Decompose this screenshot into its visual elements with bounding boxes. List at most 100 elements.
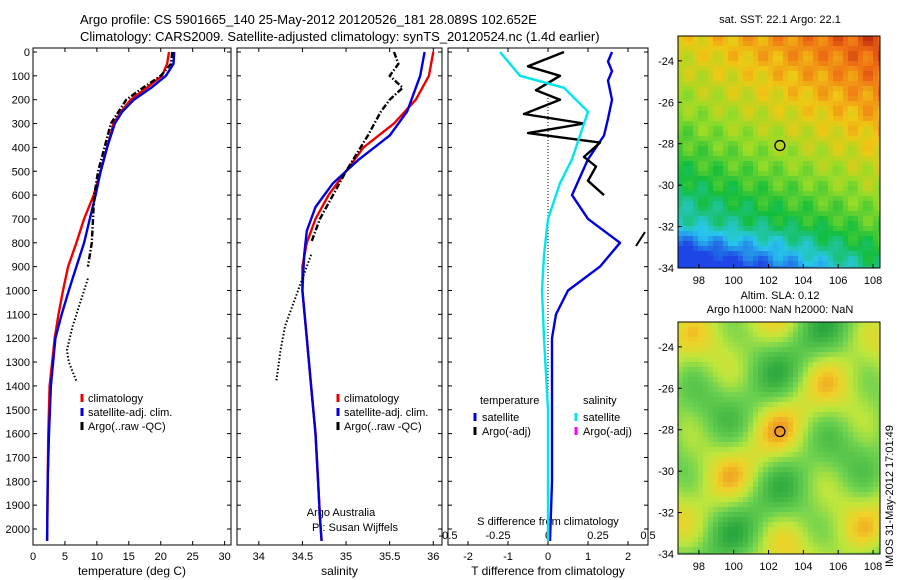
sla-cell bbox=[858, 407, 863, 412]
sla-cell bbox=[738, 507, 743, 512]
sla-cell bbox=[788, 547, 793, 552]
sst-cell bbox=[743, 176, 748, 181]
sla-cell bbox=[688, 342, 693, 347]
sst-cell bbox=[793, 206, 798, 211]
sst-cell bbox=[743, 231, 748, 236]
sst-cell bbox=[683, 146, 688, 151]
sst-cell bbox=[848, 146, 853, 151]
sla-cell bbox=[738, 407, 743, 412]
sst-cell bbox=[788, 186, 793, 191]
sla-cell bbox=[688, 327, 693, 332]
sst-cell bbox=[873, 61, 878, 66]
sla-cell bbox=[813, 442, 818, 447]
sla-cell bbox=[823, 522, 828, 527]
sla-cell bbox=[783, 352, 788, 357]
sst-cell bbox=[773, 41, 778, 46]
sla-cell bbox=[708, 537, 713, 542]
sla-cell bbox=[868, 467, 873, 472]
sla-cell bbox=[823, 447, 828, 452]
sla-cell bbox=[768, 522, 773, 527]
sst-cell bbox=[708, 266, 713, 268]
sla-cell bbox=[713, 502, 718, 507]
sst-cell bbox=[878, 206, 880, 211]
sst-cell bbox=[728, 226, 733, 231]
sla-cell bbox=[738, 392, 743, 397]
sst-cell bbox=[753, 146, 758, 151]
sst-cell bbox=[703, 221, 708, 226]
sla-cell bbox=[853, 532, 858, 537]
sst-cell bbox=[718, 246, 723, 251]
sla-cell bbox=[878, 362, 880, 367]
sla-cell bbox=[818, 402, 823, 407]
sla-cell bbox=[758, 452, 763, 457]
sla-cell bbox=[728, 357, 733, 362]
sst-cell bbox=[738, 101, 743, 106]
sst-cell bbox=[708, 131, 713, 136]
sst-cell bbox=[878, 186, 880, 191]
sst-cell bbox=[693, 96, 698, 101]
sst-cell bbox=[723, 216, 728, 221]
sla-cell bbox=[808, 442, 813, 447]
sla-cell bbox=[728, 507, 733, 512]
sst-cell bbox=[783, 141, 788, 146]
temperature-xtick-label: 20 bbox=[155, 551, 167, 563]
sla-cell bbox=[838, 347, 843, 352]
sst-cell bbox=[818, 76, 823, 81]
sst-cell bbox=[788, 111, 793, 116]
sst-cell bbox=[863, 71, 868, 76]
sst-cell bbox=[748, 216, 753, 221]
sst-cell bbox=[708, 121, 713, 126]
sla-cell bbox=[683, 497, 688, 502]
sst-cell bbox=[783, 71, 788, 76]
sla-cell bbox=[853, 357, 858, 362]
sla-cell bbox=[878, 487, 880, 492]
sla-cell bbox=[873, 502, 878, 507]
sst-cell bbox=[778, 181, 783, 186]
sla-cell bbox=[688, 407, 693, 412]
sst-cell bbox=[828, 161, 833, 166]
sst-cell bbox=[853, 171, 858, 176]
sst-cell bbox=[843, 176, 848, 181]
sst-cell bbox=[808, 256, 813, 261]
sst-cell bbox=[783, 251, 788, 256]
sst-cell bbox=[813, 131, 818, 136]
sla-cell bbox=[843, 512, 848, 517]
sst-cell bbox=[783, 66, 788, 71]
sla-cell bbox=[783, 532, 788, 537]
sla-cell bbox=[713, 432, 718, 437]
sla-frame bbox=[677, 321, 881, 555]
sla-cell bbox=[793, 477, 798, 482]
sst-cell bbox=[748, 201, 753, 206]
sla-cell bbox=[858, 522, 863, 527]
sla-cell bbox=[743, 457, 748, 462]
sst-cell bbox=[678, 126, 683, 131]
sst-cell bbox=[823, 56, 828, 61]
sst-cell bbox=[688, 101, 693, 106]
sst-cell bbox=[778, 216, 783, 221]
sla-cell bbox=[798, 397, 803, 402]
sst-cell bbox=[808, 186, 813, 191]
sla-cell bbox=[778, 487, 783, 492]
sst-cell bbox=[838, 71, 843, 76]
sla-cell bbox=[683, 532, 688, 537]
sla-cell bbox=[698, 432, 703, 437]
sst-cell bbox=[818, 91, 823, 96]
sla-cell bbox=[788, 392, 793, 397]
sst-cell bbox=[783, 81, 788, 86]
sst-cell bbox=[753, 56, 758, 61]
sla-cell bbox=[828, 392, 833, 397]
sla-cell bbox=[678, 462, 683, 467]
sst-cell bbox=[863, 171, 868, 176]
sla-cell bbox=[868, 357, 873, 362]
sst-cell bbox=[728, 221, 733, 226]
sst-cell bbox=[863, 231, 868, 236]
sla-cell bbox=[733, 322, 738, 327]
salinity-xtick-label: 34.5 bbox=[292, 551, 313, 563]
sst-cell bbox=[758, 81, 763, 86]
sla-cell bbox=[788, 477, 793, 482]
sst-cell bbox=[783, 41, 788, 46]
sst-cell bbox=[783, 126, 788, 131]
sla-cell bbox=[863, 517, 868, 522]
sla-cell bbox=[733, 402, 738, 407]
sla-cell bbox=[818, 467, 823, 472]
